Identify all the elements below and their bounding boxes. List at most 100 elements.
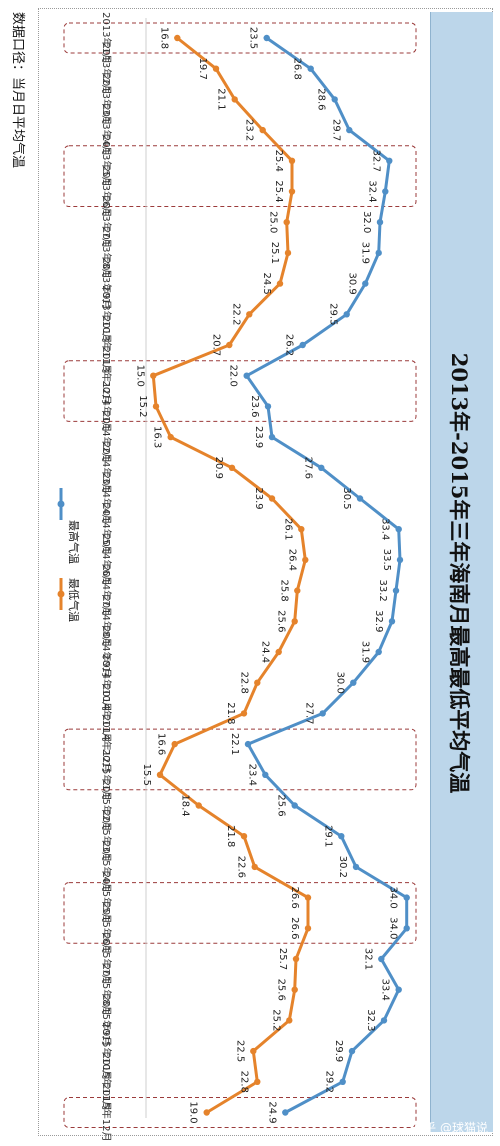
- point-high: [403, 925, 410, 932]
- point-high: [395, 986, 402, 993]
- point-low: [228, 464, 236, 471]
- category-label: 2014年10月: [100, 654, 113, 712]
- point-high: [282, 1109, 289, 1116]
- data-labels: 23.526.828.629.732.732.432.031.930.929.5…: [134, 27, 398, 1124]
- legend: 最高气温 最低气温: [57, 488, 81, 622]
- data-label-low: 25.2: [270, 1009, 281, 1031]
- point-high: [339, 1078, 346, 1086]
- data-label-low: 25.8: [278, 579, 289, 601]
- data-label-low: 20.9: [213, 457, 224, 479]
- data-label-high: 29.7: [330, 119, 341, 141]
- category-label: 2015年12月: [100, 1083, 113, 1141]
- data-label-high: 30.2: [337, 856, 348, 878]
- data-label-low: 15.5: [141, 764, 152, 786]
- data-label-high: 30.9: [346, 272, 357, 294]
- point-high: [346, 126, 353, 134]
- point-high: [263, 34, 270, 42]
- category-label: 2014年2月: [100, 411, 113, 463]
- point-low: [304, 925, 312, 932]
- category-label: 2014年5月: [100, 503, 113, 555]
- point-high: [262, 771, 269, 778]
- series-lines: [150, 34, 410, 1116]
- category-label: 2013年9月: [100, 258, 113, 310]
- data-label-high: 23.5: [248, 27, 259, 49]
- point-low: [231, 96, 238, 103]
- point-low: [298, 526, 305, 533]
- data-label-low: 19.0: [188, 1101, 199, 1123]
- point-high: [338, 833, 345, 840]
- category-label: 2013年7月: [100, 196, 113, 248]
- point-low: [152, 403, 160, 410]
- point-high: [380, 1017, 388, 1024]
- data-label-low: 25.4: [273, 180, 284, 202]
- point-low: [286, 1017, 293, 1024]
- point-low: [240, 710, 248, 717]
- series-line-high: [245, 36, 409, 1114]
- category-label: 2013年1月: [100, 12, 113, 64]
- highlight-box: [63, 1097, 417, 1128]
- data-label-low: 21.8: [225, 825, 236, 847]
- data-label-high: 29.9: [333, 1040, 344, 1062]
- point-high: [378, 955, 385, 963]
- data-label-low: 22.5: [234, 1040, 245, 1062]
- category-label: 2013年8月: [100, 227, 113, 279]
- point-low: [302, 556, 309, 564]
- category-label: 2014年12月: [100, 715, 113, 773]
- data-label-high: 28.6: [316, 88, 327, 110]
- data-label-low: 22.8: [238, 672, 249, 694]
- data-label-low: 22.8: [238, 1071, 249, 1093]
- point-low: [294, 587, 301, 594]
- data-label-low: 15.0: [134, 365, 145, 387]
- category-label: 2015年11月: [100, 1053, 113, 1111]
- category-labels: 2013年1月2013年2月2013年3月2013年4月2013年5月2013年…: [100, 12, 113, 1142]
- point-high: [395, 526, 402, 533]
- point-low: [226, 341, 233, 349]
- point-high: [403, 894, 410, 901]
- data-note-text: 数据口径：当月日平均气温: [10, 12, 26, 168]
- data-label-low: 21.8: [225, 702, 236, 724]
- data-label-high: 23.6: [249, 395, 260, 417]
- data-label-high: 29.1: [322, 825, 333, 847]
- data-label-low: 21.1: [216, 88, 227, 110]
- point-low: [171, 740, 178, 748]
- data-label-low: 24.4: [260, 641, 271, 663]
- data-label-high: 32.9: [373, 610, 384, 632]
- point-high: [396, 556, 404, 564]
- point-high: [243, 372, 250, 379]
- data-label-low: 22.6: [236, 856, 247, 878]
- point-high: [264, 403, 272, 410]
- category-label: 2014年3月: [100, 442, 113, 494]
- point-low: [292, 955, 300, 963]
- data-label-high: 33.5: [381, 549, 392, 571]
- data-label-high: 27.7: [304, 702, 315, 724]
- point-low: [254, 679, 261, 686]
- legend-label-low: 最低气温: [67, 578, 81, 622]
- point-low: [291, 986, 298, 993]
- series-line-low: [151, 36, 310, 1114]
- category-label: 2013年2月: [100, 43, 113, 95]
- highlight-box: [63, 360, 417, 422]
- data-label-high: 31.9: [360, 242, 371, 264]
- point-low: [203, 1109, 210, 1116]
- data-label-low: 23.9: [253, 487, 264, 509]
- data-label-high: 29.2: [324, 1071, 335, 1093]
- data-label-low: 23.2: [244, 119, 255, 141]
- point-high: [331, 96, 338, 103]
- chart-title: 2013年-2015年三年海南月最高最低平均气温: [447, 353, 472, 794]
- highlight-box: [63, 22, 417, 54]
- category-label: 2013年12月: [100, 347, 113, 405]
- point-low: [276, 280, 284, 287]
- data-label-low: 19.7: [197, 58, 208, 80]
- data-label-low: 16.8: [158, 27, 169, 49]
- data-label-high: 32.1: [362, 948, 373, 970]
- point-low: [283, 219, 290, 226]
- highlight-box: [63, 145, 417, 208]
- data-label-low: 16.3: [152, 426, 163, 448]
- data-label-low: 25.7: [277, 948, 288, 970]
- point-high: [291, 802, 298, 809]
- data-label-low: 26.6: [289, 917, 300, 939]
- category-label: 2015年6月: [100, 902, 113, 954]
- category-label: 2015年5月: [100, 872, 113, 924]
- category-label: 2014年8月: [100, 595, 113, 647]
- point-low: [156, 771, 164, 778]
